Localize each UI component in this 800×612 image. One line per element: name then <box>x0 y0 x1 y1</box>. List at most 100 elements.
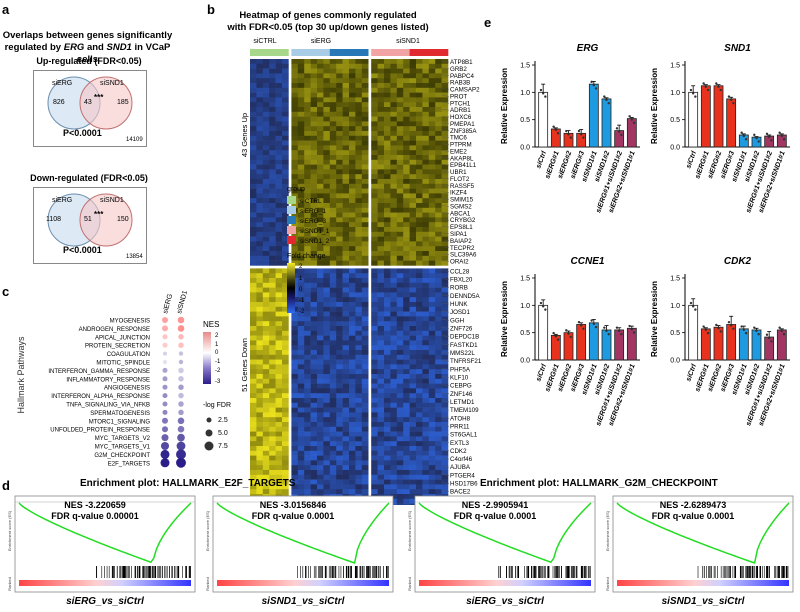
heatmap-cell <box>262 203 270 209</box>
heatmap-cell <box>297 251 305 257</box>
heatmap-cell <box>396 306 404 312</box>
heatmap-cell <box>435 489 442 495</box>
heatmap-cell <box>282 321 289 327</box>
heatmap-cell <box>416 188 423 194</box>
heatmap-cell <box>310 302 318 308</box>
heatmap-cell <box>269 450 276 456</box>
heatmap-cell <box>336 330 343 336</box>
heatmap-cell <box>390 150 398 156</box>
heatmap-cell <box>269 455 276 461</box>
heatmap-cell <box>342 107 350 113</box>
panel-a-title-line1: Overlaps between genes significantly <box>2 30 173 41</box>
heatmap-cell <box>396 364 404 370</box>
heatmap-cell <box>262 407 270 413</box>
heatmap-cell <box>403 470 410 476</box>
heatmap-cell <box>297 489 305 495</box>
heatmap-cell <box>336 340 343 346</box>
heatmap-cell <box>262 241 270 247</box>
heatmap-cell <box>256 212 264 218</box>
heatmap-cell <box>297 150 305 156</box>
heatmap-cell <box>349 193 356 199</box>
heatmap-cell <box>409 150 417 156</box>
heatmap-cell <box>403 227 410 233</box>
heatmap-cell <box>390 316 398 322</box>
heatmap-cell <box>329 183 337 189</box>
heatmap-cell <box>262 150 270 156</box>
heatmap-cell <box>361 260 369 266</box>
bar <box>614 130 625 148</box>
gene-label-up: TMC6 <box>450 135 467 142</box>
heatmap-cell <box>409 316 417 322</box>
heatmap-cell <box>403 251 410 257</box>
heatmap-cell <box>329 287 337 293</box>
venn-down-diagram <box>47 193 133 247</box>
heatmap-cell <box>329 340 337 346</box>
heatmap-cell <box>336 131 343 137</box>
heatmap-cell <box>282 212 289 218</box>
heatmap-cell <box>428 131 436 137</box>
heatmap-cell <box>282 78 289 84</box>
heatmap-cell <box>349 292 356 298</box>
heatmap-cell <box>416 159 423 165</box>
replicate-dot <box>778 326 781 329</box>
heatmap-cell <box>342 455 350 461</box>
group-legend-label: siSND1_1 <box>300 228 330 235</box>
heatmap-cell <box>377 217 385 223</box>
gene-leader-line <box>441 170 450 173</box>
heatmap-cell <box>361 402 369 408</box>
heatmap-cell <box>342 92 350 98</box>
heatmap-cell <box>416 450 423 456</box>
y-tick-label: 1.5 <box>520 63 530 70</box>
heatmap-cell <box>256 354 264 360</box>
heatmap-cell <box>396 260 404 266</box>
heatmap-cell <box>282 159 289 165</box>
heatmap-cell <box>262 198 270 204</box>
heatmap-cell <box>409 97 417 103</box>
gene-leader-line <box>441 88 450 90</box>
gene-label-up: SLC39A6 <box>450 252 477 259</box>
heatmap-cell <box>349 450 356 456</box>
heatmap-cell <box>371 116 378 122</box>
heatmap-cell <box>304 340 311 346</box>
heatmap-cell <box>317 311 324 317</box>
heatmap-cell <box>256 378 264 384</box>
heatmap-cell <box>304 159 311 165</box>
venn-up-left-label: siERG <box>52 80 73 87</box>
heatmap-cell <box>384 388 391 394</box>
heatmap-cell <box>355 479 363 485</box>
heatmap-cell <box>304 246 311 252</box>
heatmap-cell <box>269 470 276 476</box>
replicate-dot <box>541 92 545 95</box>
bar-chart-title: CDK2 <box>724 256 752 267</box>
heatmap-cell <box>282 359 289 365</box>
heatmap-cell <box>422 246 430 252</box>
heatmap-cell <box>317 340 324 346</box>
heatmap-cell <box>384 188 391 194</box>
bar <box>538 304 549 361</box>
heatmap-cell <box>390 246 398 252</box>
gene-label-up: EPS8L1 <box>450 224 473 231</box>
heatmap-cell <box>291 73 299 79</box>
heatmap-cell <box>422 489 430 495</box>
gene-label-down: DEPDC1B <box>450 334 479 341</box>
heatmap-cell <box>416 145 423 151</box>
heatmap-cell <box>355 426 363 432</box>
replicate-dot <box>567 332 570 335</box>
heatmap-cell <box>349 227 356 233</box>
heatmap-cell <box>317 335 324 341</box>
heatmap-cell <box>317 140 324 146</box>
heatmap-cell <box>275 107 283 113</box>
heatmap-cell <box>349 140 356 146</box>
heatmap-cell <box>390 83 398 89</box>
heatmap-cell <box>250 484 257 490</box>
heatmap-cell <box>269 92 276 98</box>
heatmap-cell <box>317 92 324 98</box>
gene-label-down: TMEM109 <box>450 407 479 414</box>
heatmap-cell <box>275 369 283 375</box>
heatmap-cell <box>269 203 276 209</box>
heatmap-cell <box>250 455 257 461</box>
heatmap-cell <box>396 436 404 442</box>
heatmap-cell <box>256 383 264 389</box>
heatmap-cell <box>269 135 276 141</box>
heatmap-cell <box>329 135 337 141</box>
